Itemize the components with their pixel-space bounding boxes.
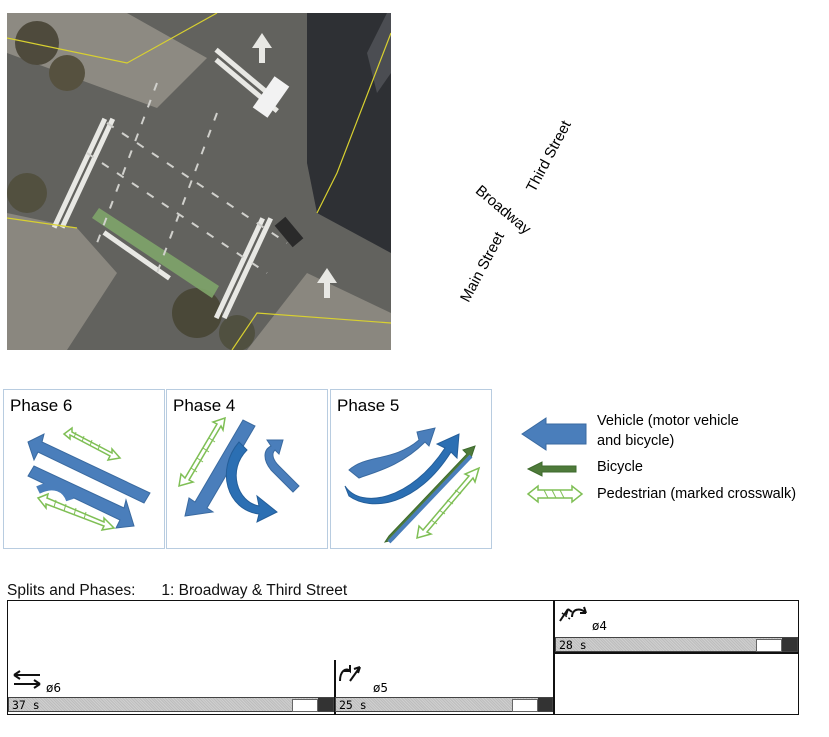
phase-4-label: ø4 — [592, 619, 607, 633]
ring-divider — [553, 601, 555, 714]
phase-5-allred-interval — [538, 698, 552, 711]
phase-4-allred-interval — [782, 638, 797, 651]
phase-6-split-bar: 37 s — [8, 697, 334, 712]
phase-4-movement-icon — [559, 606, 587, 622]
legend-bicycle: Bicycle — [520, 459, 820, 479]
phase-4-diagram — [178, 416, 300, 523]
legend-vehicle: Vehicle (motor vehicle and bicycle) — [520, 413, 820, 458]
vehicle-arrow-icon — [521, 417, 587, 451]
phase-6-yellow-interval — [292, 699, 318, 712]
phase-5-yellow-interval — [512, 699, 538, 712]
phase-4-yellow-interval — [756, 639, 782, 652]
street-label-main: Main Street — [457, 229, 509, 305]
legend-pedestrian-label: Pedestrian (marked crosswalk) — [597, 486, 797, 502]
phase-6-title: Phase 6 — [10, 396, 73, 415]
phase-4-title: Phase 4 — [173, 396, 236, 415]
bicycle-arrow-icon — [526, 461, 577, 477]
phase-5-panel: Phase 5 — [330, 389, 492, 549]
ring-separator — [554, 652, 798, 654]
splits-intersection: 1: Broadway & Third Street — [161, 582, 348, 599]
legend-bicycle-label: Bicycle — [597, 459, 643, 475]
splits-phases-diagram: ø4 28 s ø6 37 s ø5 25 s — [7, 600, 799, 715]
phase-5-label: ø5 — [373, 681, 388, 695]
phase-6-allred-interval — [318, 698, 333, 711]
phase-4-panel: Phase 4 — [166, 389, 328, 549]
street-label-broadway: Broadway — [472, 182, 535, 238]
phase-divider — [334, 660, 336, 714]
phase-4-seconds: 28 s — [559, 638, 587, 652]
phase-5-diagram — [344, 427, 481, 544]
phase-6-panel: Phase 6 — [3, 389, 165, 549]
phase-6-seconds: 37 s — [12, 698, 40, 712]
phase-5-title: Phase 5 — [337, 396, 400, 415]
pedestrian-arrow-icon — [526, 484, 584, 504]
phase-6-diagram — [27, 426, 151, 531]
phase-6-label: ø6 — [46, 681, 61, 695]
aerial-intersection-photo — [7, 13, 391, 350]
phase-5-split-bar: 25 s — [335, 697, 553, 712]
phase-5-seconds: 25 s — [339, 698, 367, 712]
street-label-third: Third Street — [523, 117, 575, 195]
phase-4-split-bar: 28 s — [555, 637, 798, 652]
splits-heading: Splits and Phases: — [7, 582, 136, 599]
legend-pedestrian: Pedestrian (marked crosswalk) — [520, 484, 829, 504]
legend-vehicle-label-line2: and bicycle) — [597, 433, 675, 449]
legend-vehicle-label-line1: Vehicle (motor vehicle — [597, 413, 739, 429]
splits-title: Splits and Phases: 1: Broadway & Third St… — [7, 582, 347, 600]
phase-5-movement-icon — [339, 665, 361, 682]
phase-6-movement-icon — [13, 670, 41, 689]
